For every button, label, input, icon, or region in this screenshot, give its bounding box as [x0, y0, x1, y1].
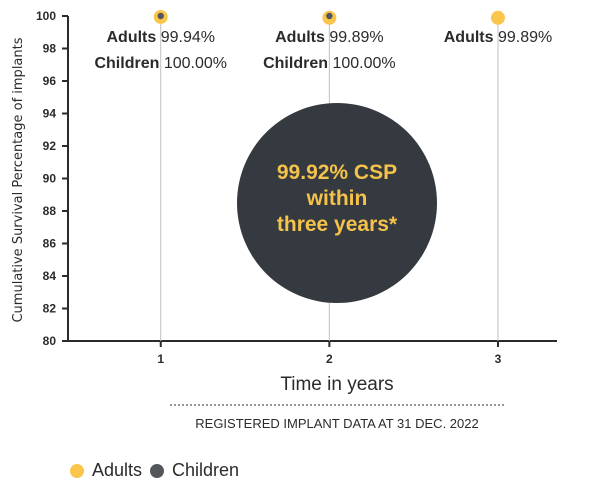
data-annotation: Adults 99.94%: [106, 29, 214, 46]
y-tick-label: 90: [43, 172, 57, 186]
point-children: [157, 12, 164, 20]
legend-label-children: Children: [172, 460, 240, 480]
data-annotation: Adults 99.89%: [275, 29, 383, 46]
y-tick-label: 92: [43, 139, 57, 153]
summary-circle: [237, 103, 437, 303]
legend-swatch-adults: [70, 463, 84, 478]
y-axis-label: Cumulative Survival Percentage of implan…: [11, 37, 26, 322]
points: [153, 9, 505, 25]
legend-label-adults: Adults: [92, 460, 143, 480]
chart: 80 82 84 86 88 90 92 94 96 98 100 1 2 3 99.92% CSP wi…: [11, 9, 557, 431]
y-tick-label: 94: [43, 107, 57, 121]
point-adults: [490, 10, 505, 25]
summary-text: within: [306, 187, 368, 210]
legend-swatch-children: [150, 463, 165, 478]
point-children: [326, 12, 333, 20]
y-tick-label: 84: [43, 269, 57, 283]
y-tick-label: 82: [43, 302, 57, 316]
y-tick-label: 100: [36, 9, 56, 23]
y-axis: 80 82 84 86 88 90 92 94 96 98 100: [36, 9, 69, 348]
y-tick-label: 86: [43, 237, 57, 251]
y-tick-label: 96: [43, 74, 57, 88]
data-source-note: REGISTERED IMPLANT DATA AT 31 DEC. 2022: [195, 416, 478, 431]
annotations: Adults 99.94% Children 100.00% Adults 99.8…: [94, 29, 552, 72]
x-tick-label: 1: [157, 352, 164, 366]
data-annotation: Children 100.00%: [94, 55, 227, 72]
summary-text: 99.92% CSP: [277, 161, 397, 184]
x-tick-label: 2: [326, 352, 333, 366]
y-tick-label: 88: [43, 204, 57, 218]
legend-item-adults: Adults: [70, 460, 142, 481]
callout: 99.92% CSP within three years*: [237, 103, 437, 303]
y-tick-label: 80: [43, 334, 57, 348]
x-axis-label: Time in years: [280, 374, 393, 395]
legend-item-children: Children: [150, 460, 239, 481]
data-annotation: Adults 99.89%: [444, 29, 552, 46]
y-tick-label: 98: [43, 42, 57, 56]
data-annotation: Children 100.00%: [263, 55, 396, 72]
legend: Adults Children: [70, 460, 247, 481]
x-tick-label: 3: [495, 352, 502, 366]
summary-text: three years*: [277, 213, 398, 236]
